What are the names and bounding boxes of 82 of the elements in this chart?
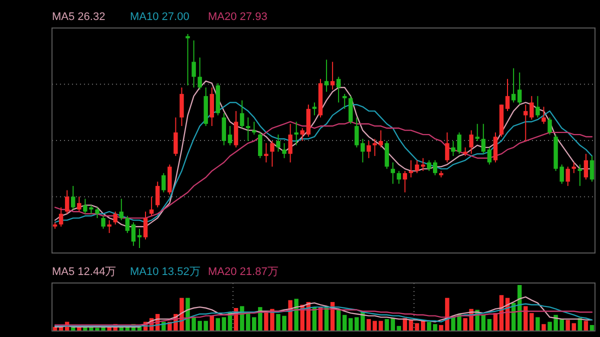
candlestick bbox=[445, 132, 450, 163]
text: MA20 21.87万 bbox=[208, 266, 278, 278]
bar bbox=[258, 307, 262, 331]
candlestick bbox=[402, 170, 408, 193]
bar bbox=[572, 323, 576, 331]
candlestick bbox=[77, 196, 82, 212]
bar bbox=[384, 319, 389, 331]
candlestick bbox=[240, 100, 244, 129]
candlestick bbox=[282, 142, 286, 159]
candlestick bbox=[174, 116, 178, 156]
candlestick bbox=[276, 134, 280, 152]
candlestick bbox=[264, 142, 268, 163]
candlestick bbox=[95, 206, 100, 219]
candlestick bbox=[590, 155, 594, 182]
candlestick bbox=[192, 40, 196, 88]
candlestick bbox=[366, 140, 371, 159]
candlestick bbox=[71, 185, 76, 210]
candlestick bbox=[475, 123, 480, 142]
candlestick bbox=[155, 181, 160, 208]
bar bbox=[530, 313, 534, 331]
bar bbox=[216, 318, 220, 331]
candlestick bbox=[384, 140, 389, 170]
candlestick bbox=[119, 198, 124, 221]
candlestick bbox=[113, 211, 118, 225]
candlestick bbox=[414, 160, 420, 174]
candlestick bbox=[584, 153, 588, 180]
bar bbox=[566, 320, 570, 331]
candlestick bbox=[572, 162, 576, 174]
candlestick bbox=[234, 110, 238, 148]
candlestick bbox=[542, 106, 546, 124]
candlestick bbox=[107, 220, 112, 234]
bar bbox=[414, 323, 420, 331]
candlestick bbox=[198, 57, 202, 90]
candlestick bbox=[493, 132, 498, 163]
candlestick bbox=[101, 215, 106, 230]
candlestick bbox=[258, 132, 262, 159]
candlestick bbox=[180, 87, 184, 127]
candlestick bbox=[348, 96, 353, 124]
candlestick bbox=[162, 172, 166, 193]
candlestick bbox=[186, 34, 190, 86]
candlestick bbox=[210, 87, 214, 127]
candlestick bbox=[336, 76, 341, 103]
candlestick bbox=[511, 68, 516, 103]
text: MA10 13.52万 bbox=[130, 266, 200, 278]
candlestick bbox=[426, 160, 432, 172]
candlestick bbox=[324, 59, 329, 92]
bar bbox=[536, 317, 540, 331]
candlestick bbox=[517, 72, 522, 106]
candlestick bbox=[143, 211, 148, 240]
candlestick bbox=[487, 146, 492, 166]
text: MA5 12.44万 bbox=[52, 266, 116, 278]
candlestick bbox=[536, 96, 540, 118]
candlestick bbox=[330, 61, 335, 90]
candlestick bbox=[131, 222, 136, 246]
bar bbox=[222, 317, 226, 331]
candlestick bbox=[469, 130, 474, 154]
candlestick bbox=[548, 116, 552, 136]
candlestick bbox=[396, 170, 402, 184]
candlestick bbox=[294, 121, 298, 146]
candlestick bbox=[433, 160, 438, 176]
text: MA10 27.00 bbox=[130, 11, 190, 23]
text: MA20 27.93 bbox=[208, 11, 268, 23]
candlestick bbox=[566, 166, 570, 186]
bar bbox=[342, 314, 347, 331]
candlestick bbox=[270, 140, 274, 168]
bar bbox=[294, 298, 298, 331]
candlestick bbox=[58, 206, 64, 228]
candlestick bbox=[149, 196, 154, 216]
candlestick bbox=[137, 228, 142, 248]
candlestick bbox=[505, 78, 510, 112]
candlestick bbox=[64, 190, 70, 214]
candlestick bbox=[481, 123, 486, 154]
candlestick bbox=[288, 123, 292, 163]
candlestick bbox=[222, 112, 226, 146]
candlestick bbox=[228, 126, 232, 146]
bar bbox=[542, 324, 546, 331]
bar bbox=[252, 317, 256, 331]
candlestick bbox=[125, 215, 130, 234]
candlestick bbox=[530, 96, 534, 120]
bar bbox=[487, 319, 492, 331]
text: MA5 26.32 bbox=[52, 11, 106, 23]
candlestick bbox=[524, 104, 528, 142]
